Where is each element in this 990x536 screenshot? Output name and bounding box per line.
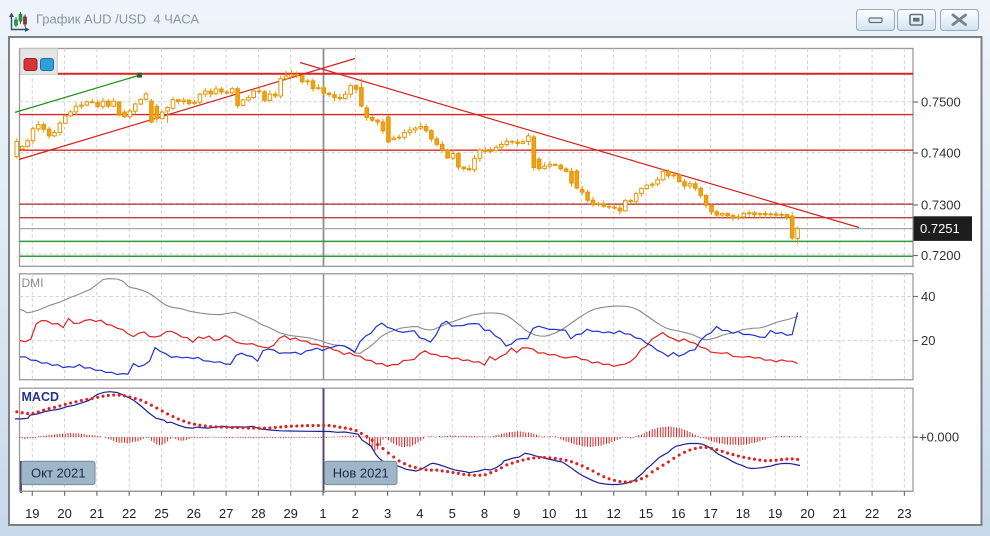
svg-text:4: 4 bbox=[416, 506, 423, 521]
svg-text:40: 40 bbox=[921, 289, 935, 304]
svg-text:17: 17 bbox=[703, 506, 717, 521]
svg-text:20: 20 bbox=[800, 506, 814, 521]
svg-text:0.7300: 0.7300 bbox=[921, 198, 961, 213]
svg-text:Окт 2021: Окт 2021 bbox=[31, 466, 85, 481]
svg-text:21: 21 bbox=[90, 506, 104, 521]
svg-text:20: 20 bbox=[921, 333, 935, 348]
svg-text:19: 19 bbox=[25, 506, 39, 521]
svg-text:12: 12 bbox=[606, 506, 620, 521]
svg-text:16: 16 bbox=[671, 506, 685, 521]
svg-text:18: 18 bbox=[736, 506, 750, 521]
svg-text:19: 19 bbox=[768, 506, 782, 521]
svg-text:MACD: MACD bbox=[22, 390, 60, 404]
svg-text:1: 1 bbox=[319, 506, 326, 521]
svg-text:15: 15 bbox=[639, 506, 653, 521]
svg-text:0.7251: 0.7251 bbox=[920, 221, 960, 236]
svg-text:25: 25 bbox=[154, 506, 168, 521]
svg-text:8: 8 bbox=[481, 506, 488, 521]
svg-text:DMI: DMI bbox=[22, 276, 44, 290]
svg-text:22: 22 bbox=[865, 506, 879, 521]
svg-text:0.7200: 0.7200 bbox=[921, 248, 961, 263]
svg-text:Нов 2021: Нов 2021 bbox=[333, 466, 389, 481]
svg-text:21: 21 bbox=[833, 506, 847, 521]
svg-text:2: 2 bbox=[352, 506, 359, 521]
svg-text:9: 9 bbox=[513, 506, 520, 521]
svg-text:29: 29 bbox=[283, 506, 297, 521]
svg-text:0.7400: 0.7400 bbox=[921, 146, 961, 161]
svg-text:28: 28 bbox=[251, 506, 265, 521]
svg-text:График AUD /USD 4 ЧАСА: График AUD /USD 4 ЧАСА bbox=[36, 12, 199, 27]
svg-text:27: 27 bbox=[219, 506, 233, 521]
svg-text:10: 10 bbox=[542, 506, 556, 521]
svg-text:22: 22 bbox=[122, 506, 136, 521]
svg-text:5: 5 bbox=[449, 506, 456, 521]
svg-text:+0.000: +0.000 bbox=[919, 430, 959, 445]
svg-text:26: 26 bbox=[187, 506, 201, 521]
svg-text:11: 11 bbox=[575, 506, 589, 521]
svg-text:23: 23 bbox=[897, 506, 911, 521]
svg-text:20: 20 bbox=[57, 506, 71, 521]
svg-text:3: 3 bbox=[384, 506, 391, 521]
svg-text:0.7500: 0.7500 bbox=[921, 95, 961, 110]
